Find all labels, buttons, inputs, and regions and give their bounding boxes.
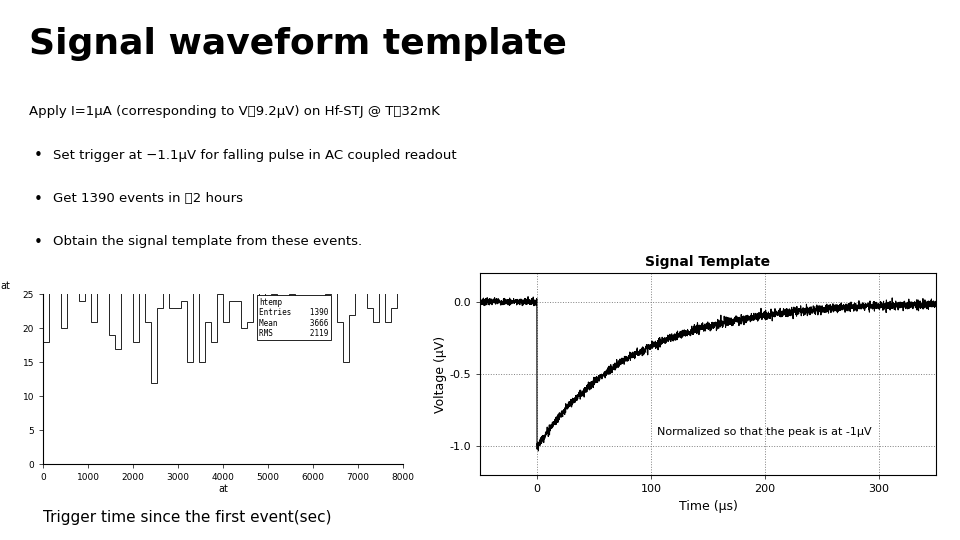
Text: Get 1390 events in ～2 hours: Get 1390 events in ～2 hours xyxy=(53,192,243,205)
Title: Signal Template: Signal Template xyxy=(645,255,771,269)
Text: htemp
Entries    1390
Mean       3666
RMS        2119: htemp Entries 1390 Mean 3666 RMS 2119 xyxy=(259,298,328,338)
Text: Apply I=1μA (corresponding to V～9.2μV) on Hf-STJ @ T～32mK: Apply I=1μA (corresponding to V～9.2μV) o… xyxy=(29,105,440,118)
Y-axis label: Voltage (μV): Voltage (μV) xyxy=(434,335,446,413)
Text: •: • xyxy=(34,148,42,164)
Text: Obtain the signal template from these events.: Obtain the signal template from these ev… xyxy=(53,235,362,248)
Text: Normalized so that the peak is at -1μV: Normalized so that the peak is at -1μV xyxy=(657,427,872,437)
Text: •: • xyxy=(34,192,42,207)
X-axis label: Time (μs): Time (μs) xyxy=(679,500,737,513)
Text: •: • xyxy=(34,235,42,250)
Text: Set trigger at −1.1μV for falling pulse in AC coupled readout: Set trigger at −1.1μV for falling pulse … xyxy=(53,148,456,161)
Text: Trigger time since the first event(sec): Trigger time since the first event(sec) xyxy=(43,510,332,525)
X-axis label: at: at xyxy=(218,484,228,494)
Text: at: at xyxy=(0,281,10,291)
Text: Signal waveform template: Signal waveform template xyxy=(29,27,566,61)
